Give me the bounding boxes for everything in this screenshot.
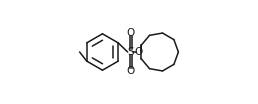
Text: O: O: [126, 28, 135, 38]
Text: O: O: [126, 66, 135, 76]
Text: S: S: [127, 47, 134, 57]
Text: O: O: [134, 47, 142, 57]
